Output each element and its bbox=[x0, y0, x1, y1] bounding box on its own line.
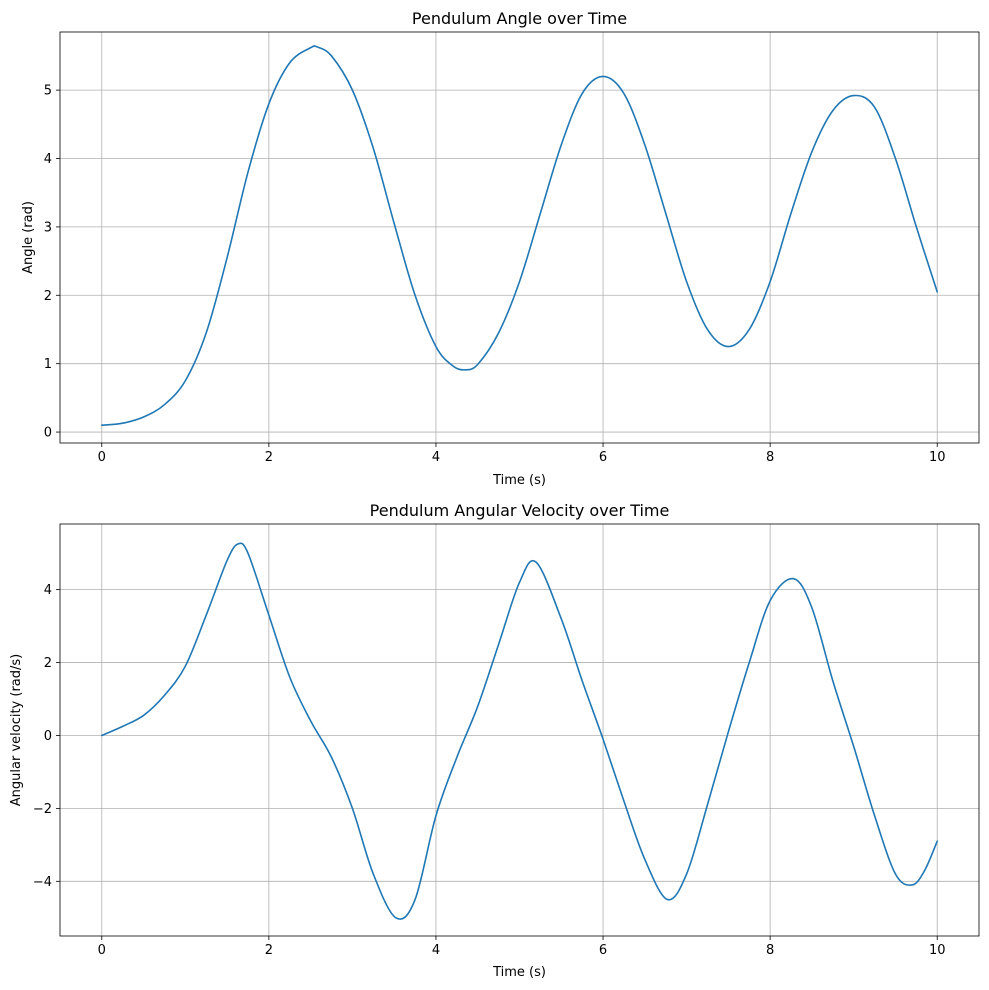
angle-x-tick-label: 2 bbox=[265, 450, 273, 465]
angle-y-tick-label: 2 bbox=[44, 289, 52, 304]
angle-x-tick-label: 6 bbox=[599, 450, 607, 465]
angle-x-tick-label: 0 bbox=[98, 450, 106, 465]
angular-velocity-x-tick-label: 0 bbox=[98, 943, 106, 958]
angle-x-tick-label: 4 bbox=[432, 450, 440, 465]
angle-subplot: Pendulum Angle over Time 0 2 4 6 8 10 0 1 2 3 4 5 T… bbox=[21, 9, 980, 488]
angle-y-tick-label: 5 bbox=[44, 84, 52, 99]
angular-velocity-grid bbox=[60, 524, 979, 936]
angular-velocity-y-tick-label: −2 bbox=[33, 802, 52, 817]
angle-x-axis-label: Time (s) bbox=[492, 473, 546, 488]
angle-grid bbox=[60, 32, 979, 443]
angular-velocity-y-axis-label: Angular velocity (rad/s) bbox=[9, 654, 24, 806]
angular-velocity-x-tick-label: 2 bbox=[265, 943, 273, 958]
angular-velocity-ticks: 0 2 4 6 8 10 −4 −2 0 2 4 bbox=[33, 583, 946, 958]
angle-y-tick-label: 0 bbox=[44, 426, 52, 441]
angular-velocity-chart-title: Pendulum Angular Velocity over Time bbox=[370, 501, 670, 520]
angular-velocity-plot-frame bbox=[59, 523, 980, 937]
angular-velocity-y-tick-label: −4 bbox=[33, 875, 52, 890]
angle-ticks: 0 2 4 6 8 10 0 1 2 3 4 5 bbox=[44, 84, 946, 465]
angular-velocity-x-tick-label: 8 bbox=[766, 943, 774, 958]
angle-y-tick-label: 4 bbox=[44, 152, 52, 167]
angle-x-tick-label: 10 bbox=[929, 450, 946, 465]
angle-series-line bbox=[100, 45, 939, 427]
angular-velocity-x-tick-label: 6 bbox=[599, 943, 607, 958]
angular-velocity-series-line bbox=[100, 542, 939, 920]
angular-velocity-y-tick-label: 2 bbox=[44, 656, 52, 671]
angle-plot-frame bbox=[59, 31, 980, 444]
angular-velocity-x-tick-label: 4 bbox=[432, 943, 440, 958]
angle-series-layer bbox=[100, 45, 939, 427]
angular-velocity-x-tick-label: 10 bbox=[929, 943, 946, 958]
angle-chart-title: Pendulum Angle over Time bbox=[412, 9, 627, 28]
angular-velocity-y-tick-label: 4 bbox=[44, 583, 52, 598]
angular-velocity-y-tick-label: 0 bbox=[44, 729, 52, 744]
angle-y-tick-label: 3 bbox=[44, 220, 52, 235]
angular-velocity-series-layer bbox=[100, 542, 939, 920]
angle-y-axis-label: Angle (rad) bbox=[21, 201, 36, 274]
angular-velocity-subplot: Pendulum Angular Velocity over Time 0 2 4 6… bbox=[9, 501, 980, 980]
angle-y-tick-label: 1 bbox=[44, 357, 52, 372]
angle-x-tick-label: 8 bbox=[766, 450, 774, 465]
angular-velocity-x-axis-label: Time (s) bbox=[492, 965, 546, 980]
